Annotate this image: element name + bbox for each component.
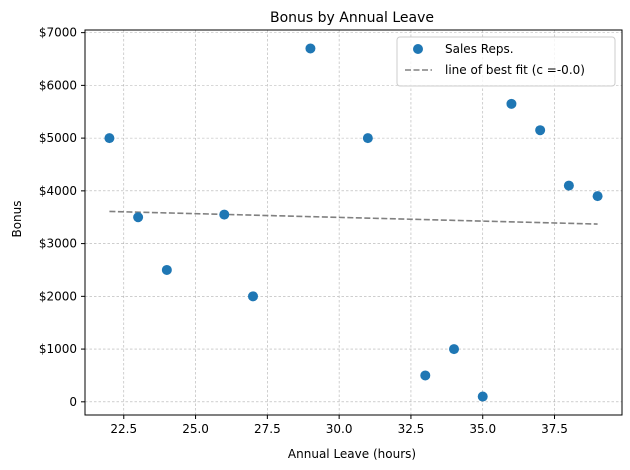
- data-point: [219, 209, 230, 220]
- x-axis: 22.5 25.0 27.5 30.0 32.5 35.0 37.5: [110, 415, 568, 436]
- data-point: [420, 370, 431, 381]
- data-point: [477, 391, 488, 402]
- data-point: [592, 191, 603, 202]
- legend-marker-sales-reps: [413, 44, 423, 54]
- y-tick-label: $4000: [39, 184, 77, 198]
- chart-title: Bonus by Annual Leave: [270, 10, 434, 26]
- data-point: [161, 264, 172, 275]
- y-tick-label: $1000: [39, 342, 77, 356]
- legend: Sales Reps. line of best fit (c =-0.0): [396, 36, 616, 87]
- data-point: [305, 43, 316, 54]
- legend-label-best-fit: line of best fit (c =-0.0): [445, 63, 585, 77]
- data-point: [133, 212, 144, 223]
- data-point: [247, 291, 258, 302]
- best-fit-line: [109, 210, 598, 225]
- y-axis: 0 $1000 $2000 $3000 $4000 $5000 $6000 $7000: [39, 26, 85, 409]
- data-point: [449, 344, 460, 355]
- legend-label-sales-reps: Sales Reps.: [445, 42, 514, 56]
- y-tick-label: 0: [69, 395, 77, 409]
- data-points: [104, 43, 603, 402]
- data-point: [506, 98, 517, 109]
- data-point: [104, 133, 115, 144]
- y-tick-label: $6000: [39, 78, 77, 92]
- x-tick-label: 32.5: [398, 422, 425, 436]
- data-point: [563, 180, 574, 191]
- x-tick-label: 37.5: [541, 422, 568, 436]
- x-tick-label: 27.5: [254, 422, 281, 436]
- x-tick-label: 35.0: [469, 422, 496, 436]
- y-tick-label: $3000: [39, 237, 77, 251]
- grid-lines: [85, 30, 622, 415]
- x-tick-label: 22.5: [110, 422, 137, 436]
- y-tick-label: $2000: [39, 289, 77, 303]
- plot-frame: [84, 29, 623, 416]
- y-tick-label: $7000: [39, 26, 77, 40]
- x-axis-title: Annual Leave (hours): [288, 447, 416, 461]
- y-tick-label: $5000: [39, 131, 77, 145]
- legend-box: [396, 36, 616, 87]
- fit-line-layer: [109, 210, 598, 225]
- y-axis-title: Bonus: [10, 200, 24, 237]
- x-tick-label: 25.0: [182, 422, 209, 436]
- x-tick-label: 30.0: [326, 422, 353, 436]
- data-point: [535, 125, 546, 136]
- data-point: [362, 133, 373, 144]
